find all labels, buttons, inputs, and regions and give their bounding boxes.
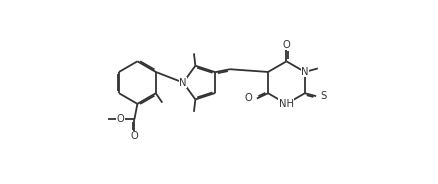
Text: N: N	[301, 67, 309, 77]
Text: O: O	[283, 40, 290, 49]
Text: S: S	[320, 91, 326, 101]
Text: O: O	[131, 131, 138, 141]
Text: NH: NH	[279, 99, 294, 109]
Text: O: O	[245, 93, 253, 103]
Text: O: O	[117, 114, 124, 124]
Text: N: N	[180, 78, 187, 88]
